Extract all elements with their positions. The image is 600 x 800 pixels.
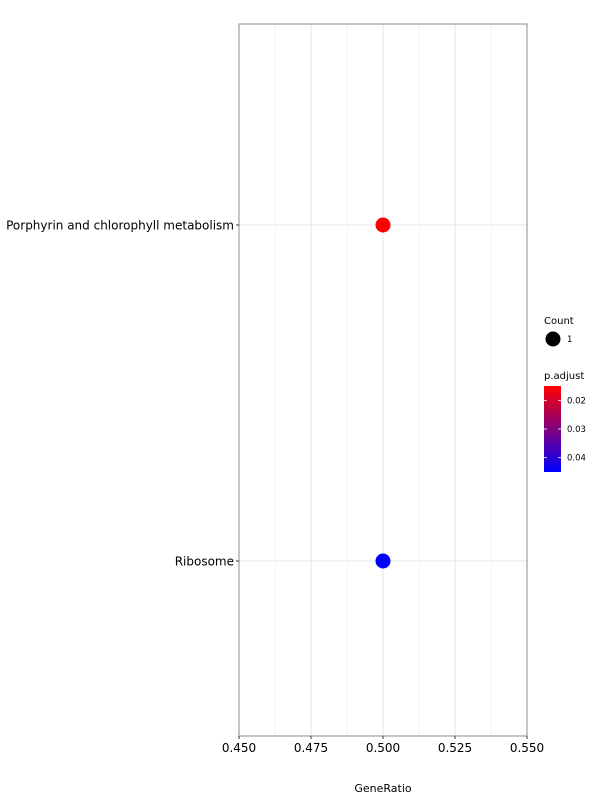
- legend-size-label: 1: [567, 335, 572, 345]
- x-tick-label: 0.525: [438, 741, 472, 755]
- y-axis: Porphyrin and chlorophyll metabolism Ribo…: [6, 219, 239, 569]
- colorbar-tick-label: 0.02: [567, 396, 586, 406]
- minor-grid: [274, 24, 492, 736]
- legend-size-title: Count: [544, 316, 574, 327]
- size-legend-entries: 1: [545, 331, 572, 347]
- legend: Count 1 p.adjust 0.02 0.03 0.04: [544, 316, 586, 472]
- x-axis-label: GeneRatio: [354, 782, 412, 795]
- colorbar-tick-label: 0.03: [567, 425, 586, 435]
- legend-size-key: [545, 331, 561, 347]
- x-tick-label: 0.475: [294, 741, 328, 755]
- data-point: [375, 553, 391, 569]
- color-bar: [544, 386, 561, 472]
- colorbar-tick-label: 0.04: [567, 454, 586, 464]
- y-tick-label: Ribosome: [175, 555, 234, 569]
- y-tick-label: Porphyrin and chlorophyll metabolism: [6, 219, 234, 233]
- data-points: [375, 217, 391, 569]
- x-tick-label: 0.550: [510, 741, 544, 755]
- x-axis: 0.450 0.475 0.500 0.525 0.550: [222, 736, 544, 755]
- legend-color-title: p.adjust: [544, 371, 584, 382]
- color-legend-ticks: 0.02 0.03 0.04: [544, 396, 586, 464]
- x-tick-label: 0.500: [366, 741, 400, 755]
- x-tick-label: 0.450: [222, 741, 256, 755]
- data-point: [375, 217, 391, 233]
